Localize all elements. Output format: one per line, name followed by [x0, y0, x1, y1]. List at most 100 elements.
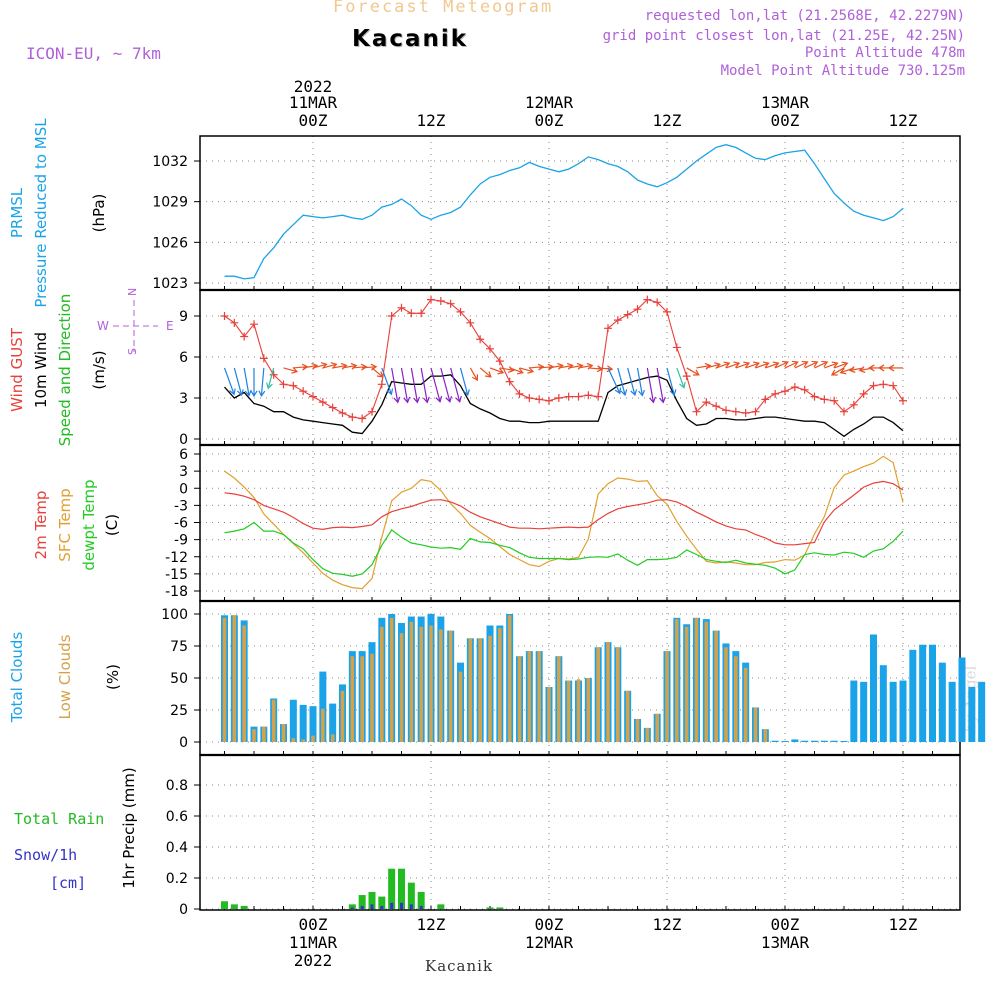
wind-arrow-shaft: [332, 364, 347, 369]
wind-arrow-head: [266, 382, 273, 390]
wind-arrow-head: [258, 390, 266, 397]
wind-arrow-head: [244, 389, 252, 397]
y-tick-label: 0: [179, 481, 188, 497]
wind-arrow-shaft: [243, 367, 250, 396]
gust-marker: [240, 332, 249, 341]
y-tick-label: 0.4: [166, 840, 188, 856]
temp-unit: (C): [103, 514, 121, 536]
rain-bar: [397, 868, 405, 909]
gust-marker: [830, 396, 839, 405]
gust-marker: [535, 395, 544, 404]
time-label-top: 2022: [294, 77, 333, 96]
total-cloud-bar: [889, 681, 897, 742]
low-cloud-bar: [321, 708, 325, 742]
gust-marker: [456, 307, 465, 316]
gust-marker: [780, 387, 789, 396]
pressure-unit: (hPa): [90, 194, 108, 233]
low-cloud-bar: [734, 656, 738, 742]
y-tick-label: 0.2: [166, 871, 188, 887]
wind-arrow-head: [614, 387, 622, 395]
y-tick-label: 75: [170, 639, 188, 655]
gust-marker: [751, 407, 760, 416]
wind-arrow-shaft: [400, 367, 409, 403]
wind-arrow-head: [743, 361, 751, 369]
wind-arrow-head: [877, 364, 885, 372]
wind-arrow-shaft: [558, 364, 573, 369]
gust-marker: [505, 377, 514, 386]
wind-arrow-head: [858, 366, 866, 374]
gust-marker: [318, 398, 327, 407]
wind-arrow: [646, 367, 657, 404]
wind-arrow-shaft: [696, 364, 711, 369]
gust-marker: [800, 385, 809, 394]
wind-arrow: [352, 363, 368, 371]
wind-arrow-shaft: [617, 367, 626, 396]
wind-arrow: [617, 367, 628, 397]
low-cloud-bar: [232, 615, 237, 742]
gust-marker: [476, 335, 485, 344]
wind-arrow-head: [330, 362, 338, 369]
gust-marker: [368, 407, 376, 416]
low-cloud-bar: [360, 656, 364, 742]
wind-arrow-shaft: [342, 364, 357, 369]
total-cloud-bar: [928, 644, 936, 742]
location-title: Kacanik: [352, 26, 469, 52]
wind-arrow: [283, 366, 299, 374]
wind-arrow-shaft: [469, 367, 478, 381]
compass-s: S: [126, 348, 139, 355]
total-cloud-bar: [850, 680, 858, 742]
y-tick-label: -3: [174, 498, 188, 514]
gust-marker: [672, 343, 681, 352]
low-cloud-bar: [419, 626, 423, 742]
temp2m-line: [224, 480, 904, 546]
wind-arrow-shaft: [479, 367, 492, 378]
total-cloud-bar: [899, 680, 907, 742]
time-label-top: 12Z: [889, 111, 918, 130]
wind-arrow-shaft: [676, 367, 685, 388]
time-label-top: 00Z: [771, 111, 800, 130]
low-cloud-bar: [517, 656, 522, 742]
low-cloud-bar: [625, 690, 630, 742]
gust-marker: [338, 409, 347, 418]
low-cloud-bar: [557, 656, 561, 742]
gust-marker: [309, 392, 317, 401]
gust-marker: [839, 407, 848, 416]
snow-bar: [350, 907, 354, 909]
wind-arrow: [755, 361, 770, 369]
wind-arrow-shaft: [499, 367, 514, 371]
wind-arrow-shaft: [804, 361, 818, 369]
low-cloud-bar: [350, 656, 355, 742]
gust-marker: [662, 307, 671, 316]
low-cloud-bar: [478, 638, 482, 742]
wind-arrow-shaft: [529, 366, 544, 369]
low-cloud-bar: [488, 635, 492, 742]
time-label-bottom: 12Z: [417, 915, 446, 934]
wind-arrow: [814, 360, 829, 369]
wind-arrow: [410, 367, 421, 404]
panel-frame: [199, 135, 961, 291]
wind-arrow: [794, 360, 809, 369]
rain-bar: [486, 907, 494, 909]
wind-arrow-head: [791, 360, 799, 368]
wind-arrow-head: [649, 396, 657, 404]
gust-marker: [328, 403, 337, 412]
y-tick-label: 0: [179, 432, 188, 448]
total-clouds-label: Total Clouds: [8, 632, 26, 724]
low-cloud-bar: [704, 621, 709, 742]
wind-arrow-head: [762, 361, 770, 369]
total-cloud-bar: [801, 740, 809, 742]
wind-arrow-head: [801, 360, 809, 368]
wind-arrow-head: [868, 364, 875, 372]
wind-arrow: [830, 367, 845, 376]
rain-bar: [496, 907, 504, 909]
wind-arrow-shaft: [322, 363, 337, 369]
low-cloud-bar: [281, 724, 286, 742]
low-cloud-bar: [468, 638, 473, 742]
wind-arrow: [588, 365, 604, 373]
wind-arrow-head: [772, 361, 780, 369]
gust-marker: [889, 381, 898, 390]
wind-arrow-shaft: [598, 367, 613, 370]
gust-marker: [869, 381, 878, 390]
low-cloud-bar: [694, 617, 699, 742]
gust-marker: [741, 409, 750, 418]
